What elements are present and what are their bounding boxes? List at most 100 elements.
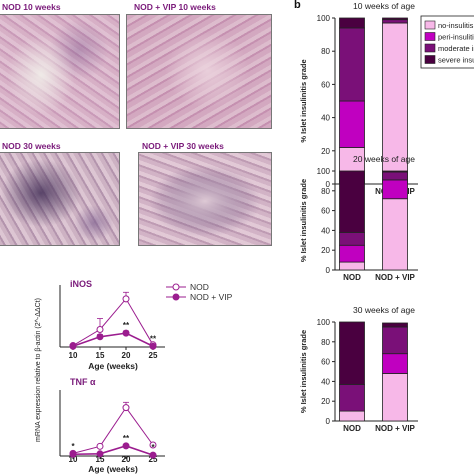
micrograph-label-nod-30: NOD 30 weeks: [2, 141, 61, 151]
stack-y-tick-label: 0: [326, 417, 331, 426]
stack-bar-segment-0: [339, 147, 365, 185]
significance-marker: *: [151, 443, 155, 452]
stack-bar-segment-0: [382, 198, 408, 271]
line-point-nod-vip: [122, 329, 130, 337]
stack-bar-segment-2: [382, 19, 408, 24]
micrograph-label-nod-vip-30: NOD + VIP 30 weeks: [142, 141, 224, 151]
stack-bar-segment-2: [339, 27, 365, 102]
line-point-nod: [69, 342, 77, 350]
line-point-nod-vip: [149, 451, 157, 459]
stack-y-tick-label: 60: [321, 80, 330, 89]
stack-bar-segment-3: [382, 17, 408, 21]
stack-y-tick-label: 100: [317, 14, 331, 23]
stack-y-tick-label: 60: [321, 207, 330, 216]
micrograph-nod-vip-10-weeks: [126, 14, 272, 129]
stack-bar-segment-3: [339, 17, 365, 29]
line-x-tick-label: 10: [69, 351, 78, 360]
stack-bar-segment-3: [339, 321, 365, 385]
line-series-0: [72, 297, 154, 346]
stack-bar-segment-0: [382, 373, 408, 422]
stack-bar-segment-1: [339, 100, 365, 148]
line-legend-label: NOD: [190, 282, 209, 292]
stack-bar-segment-3: [339, 170, 365, 233]
line-point-nod: [149, 441, 157, 449]
stack-y-axis-label: % Islet insulinitis grade: [299, 330, 308, 413]
line-x-tick-label: 10: [69, 455, 78, 464]
line-series-1: [72, 445, 154, 456]
stack-x-tick-label: NOD + VIP: [375, 424, 415, 433]
line-chart-title: iNOS: [70, 279, 92, 289]
significance-marker: *: [71, 442, 75, 451]
stack-y-tick-label: 80: [321, 47, 330, 56]
line-point-nod: [122, 404, 130, 412]
line-point-nod-vip: [149, 342, 157, 350]
micrograph-nod-30-weeks: [0, 152, 120, 246]
significance-marker: **: [123, 434, 130, 443]
stack-legend-label: moderate insulitis: [438, 44, 474, 53]
stack-y-tick-label: 80: [321, 187, 330, 196]
stack-legend-swatch-1: [424, 32, 436, 41]
line-x-tick-label: 25: [149, 455, 158, 464]
line-x-tick-label: 20: [122, 455, 131, 464]
stack-chart-title: 10 weeks of age: [353, 1, 415, 11]
stack-x-tick-label: NOD + VIP: [375, 187, 415, 196]
stack-chart-title: 20 weeks of age: [353, 154, 415, 164]
line-point-nod: [149, 341, 157, 349]
stack-y-tick-label: 100: [317, 318, 331, 327]
line-x-axis-label: Age (weeks): [88, 361, 138, 371]
line-series-0: [72, 406, 154, 454]
stack-y-tick-label: 0: [326, 266, 331, 275]
line-x-tick-label: 25: [149, 351, 158, 360]
line-legend-marker: [172, 293, 180, 301]
stack-y-tick-label: 0: [326, 180, 331, 189]
line-point-nod-vip: [122, 442, 130, 450]
stack-x-tick-label: NOD + VIP: [375, 273, 415, 282]
micrograph-label-nod-vip-10: NOD + VIP 10 weeks: [134, 2, 216, 12]
stack-bar-segment-2: [382, 171, 408, 181]
line-y-axis-label: mRNA expression relative to β-actin (2^-…: [35, 298, 42, 442]
line-legend-label: NOD + VIP: [190, 292, 233, 302]
stack-legend-label: no-insulitis: [438, 21, 474, 30]
line-x-tick-label: 15: [96, 455, 105, 464]
stack-bar-segment-0: [339, 261, 365, 271]
stack-bar-segment-0: [382, 22, 408, 185]
stack-bar-segment-2: [339, 231, 365, 246]
stack-bar-segment-0: [339, 410, 365, 422]
stack-y-tick-label: 20: [321, 147, 330, 156]
stack-x-tick-label: NOD: [343, 273, 361, 282]
stack-legend-label: severe insulitis: [438, 56, 474, 65]
stack-y-tick-label: 40: [321, 114, 330, 123]
stack-legend-swatch-0: [424, 20, 436, 30]
line-point-nod: [69, 449, 77, 457]
line-x-axis-label: Age (weeks): [88, 464, 138, 474]
micrograph-label-nod-10: NOD 10 weeks: [2, 2, 61, 12]
stack-y-tick-label: 60: [321, 358, 330, 367]
significance-marker: **: [150, 334, 157, 343]
stack-legend-label: peri-insulitis: [438, 33, 474, 42]
line-point-nod: [96, 442, 104, 450]
stack-y-tick-label: 20: [321, 246, 330, 255]
line-point-nod-vip: [96, 333, 104, 341]
panel-b-letter: b: [294, 0, 301, 11]
stack-x-tick-label: NOD: [343, 187, 361, 196]
stack-bar-segment-2: [382, 326, 408, 355]
line-point-nod-vip: [69, 342, 77, 350]
stack-y-axis-label: % Islet insulinitis grade: [299, 59, 308, 142]
stack-bar-segment-1: [339, 244, 365, 263]
stack-bar-segment-3: [382, 322, 408, 328]
stack-y-tick-label: 100: [317, 167, 331, 176]
line-point-nod-vip: [96, 450, 104, 458]
line-chart-title: TNF α: [70, 377, 96, 387]
stack-bar-segment-3: [382, 170, 408, 173]
stack-legend-swatch-3: [424, 55, 436, 64]
stack-y-axis-label: % Islet insulinitis grade: [299, 179, 308, 262]
micrograph-nod-10-weeks: [0, 14, 120, 129]
stack-x-tick-label: NOD: [343, 424, 361, 433]
line-x-tick-label: 15: [96, 351, 105, 360]
stack-y-tick-label: 40: [321, 377, 330, 386]
stack-bar-segment-1: [382, 179, 408, 200]
line-point-nod: [96, 325, 104, 333]
line-x-tick-label: 20: [122, 351, 131, 360]
line-series-1: [72, 332, 154, 348]
line-point-nod: [122, 295, 130, 303]
